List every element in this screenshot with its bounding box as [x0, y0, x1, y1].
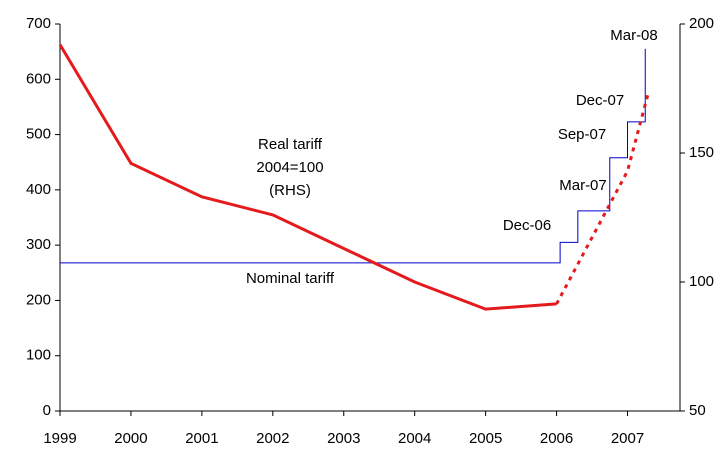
y-tick-label: 700 — [26, 15, 51, 32]
y-tick-label: 500 — [26, 126, 51, 143]
x-tick-label: 2002 — [256, 430, 289, 447]
y-tick-label: 100 — [26, 347, 51, 364]
annotation: Dec-06 — [503, 217, 551, 234]
y2-tick-label: 50 — [689, 402, 706, 419]
y-tick-label: 0 — [43, 402, 51, 419]
x-tick-label: 1999 — [43, 430, 76, 447]
x-tick-label: 2005 — [469, 430, 502, 447]
series-line — [555, 90, 651, 305]
annotation: Nominal tariff — [246, 270, 335, 287]
annotation: Dec-07 — [576, 92, 624, 109]
y2-tick-label: 200 — [689, 15, 714, 32]
y-tick-label: 400 — [26, 181, 51, 198]
x-tick-label: 2006 — [540, 430, 573, 447]
y-tick-label: 600 — [26, 70, 51, 87]
x-tick-label: 2003 — [327, 430, 360, 447]
annotation: Sep-07 — [558, 126, 606, 143]
annotation: Real tariff — [258, 136, 323, 153]
y2-tick-label: 150 — [689, 144, 714, 161]
y-tick-label: 200 — [26, 291, 51, 308]
annotation: Mar-07 — [559, 177, 607, 194]
y-tick-label: 300 — [26, 236, 51, 253]
annotation: 2004=100 — [256, 159, 323, 176]
x-tick-label: 2001 — [185, 430, 218, 447]
series-line — [58, 43, 557, 311]
annotation: (RHS) — [269, 182, 311, 199]
x-tick-label: 2000 — [114, 430, 147, 447]
y2-tick-label: 100 — [689, 273, 714, 290]
x-tick-label: 2007 — [611, 430, 644, 447]
annotation: Mar-08 — [610, 27, 658, 44]
x-tick-label: 2004 — [398, 430, 431, 447]
series-line — [60, 48, 646, 264]
